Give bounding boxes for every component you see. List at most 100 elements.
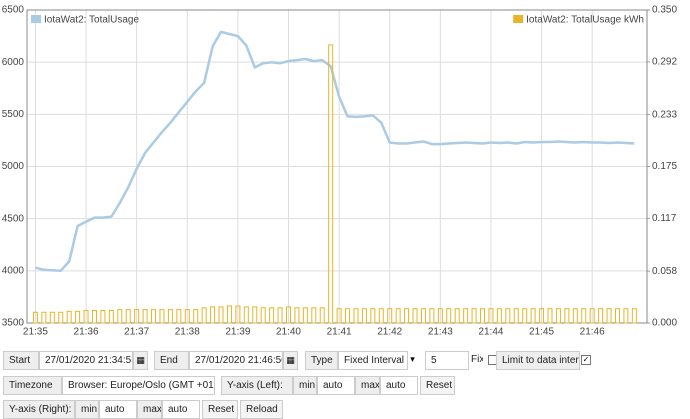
bar (184, 309, 190, 324)
bar (91, 309, 97, 324)
yleft-min-input[interactable]: auto (317, 376, 355, 395)
bar (395, 308, 401, 324)
bar (429, 308, 435, 324)
bar (83, 309, 89, 324)
bar (226, 305, 232, 324)
type-select[interactable]: Fixed Interval (338, 351, 408, 370)
y-tick-label: 5000 (2, 161, 25, 172)
bar (581, 308, 587, 324)
start-input[interactable]: 27/01/2020 21:34:55 (39, 351, 133, 370)
bar (412, 308, 418, 324)
bar (614, 308, 620, 324)
bar (530, 308, 536, 324)
bar (345, 308, 351, 324)
line (35, 30, 635, 273)
bar (555, 308, 561, 324)
bar (522, 308, 528, 324)
legend-swatch (31, 15, 41, 23)
x-tick-label: 21:39 (225, 327, 250, 338)
bar (471, 308, 477, 324)
bar (294, 307, 300, 324)
bar (420, 308, 426, 324)
bar (361, 308, 367, 324)
reload-button[interactable]: Reload (240, 400, 283, 419)
bar (134, 309, 140, 324)
bar (378, 308, 384, 324)
timezone-select[interactable]: Browser: Europe/Oslo (GMT +01:00) (62, 376, 215, 395)
bar (201, 307, 207, 324)
limit-checkbox[interactable]: ✓ (581, 355, 591, 365)
yleft-label: Y-axis (Left): (221, 376, 293, 395)
y2-tick-label: 0.117 (652, 213, 677, 224)
end-input[interactable]: 27/01/2020 21:46:50 (189, 351, 283, 370)
bar (496, 308, 502, 324)
bar (547, 308, 553, 324)
bar (75, 310, 81, 324)
yleft-max-input[interactable]: auto (380, 376, 418, 395)
bar (328, 44, 334, 324)
yleft-max-label: max (355, 376, 380, 395)
bar (218, 306, 224, 324)
yright-reset-button[interactable]: Reset (202, 400, 238, 419)
bar (260, 307, 266, 324)
bar (193, 309, 199, 324)
start-calendar[interactable]: ▦ (133, 351, 148, 370)
interval-input[interactable]: 5 (425, 351, 469, 370)
bar (269, 307, 275, 324)
bar (513, 308, 519, 324)
yleft-reset-button[interactable]: Reset (420, 376, 455, 395)
x-tick-label: 21:45 (529, 327, 554, 338)
yright-min-input[interactable]: auto (99, 400, 137, 419)
bar (117, 309, 123, 324)
bar (539, 308, 545, 324)
bar (159, 309, 165, 324)
bar (404, 308, 410, 324)
x-tick-label: 21:35 (23, 327, 48, 338)
legend-swatch (513, 15, 524, 23)
y-tick-label: 6000 (2, 57, 25, 68)
y2-tick-label: 0.175 (652, 161, 677, 172)
bar (463, 308, 469, 324)
bar (66, 310, 72, 324)
x-tick-label: 21:37 (124, 327, 149, 338)
bar (480, 308, 486, 324)
type-label: Type (305, 351, 338, 370)
x-tick-label: 21:43 (428, 327, 453, 338)
x-tick-label: 21:44 (478, 327, 503, 338)
bar (302, 307, 308, 324)
x-tick-label: 21:38 (175, 327, 200, 338)
yright-min-label: min (75, 400, 99, 419)
y2-tick-label: 0.058 (652, 266, 677, 277)
end-label: End (154, 351, 189, 370)
y-tick-label: 4500 (2, 213, 25, 224)
bar (176, 309, 182, 324)
bar (252, 306, 258, 324)
bar (631, 308, 637, 324)
bar (336, 308, 342, 324)
bar (125, 309, 131, 324)
start-label: Start (3, 351, 39, 370)
bar (606, 308, 612, 324)
y-tick-label: 4000 (2, 265, 25, 276)
bar (108, 309, 114, 324)
bar (210, 306, 216, 324)
bar (505, 308, 511, 324)
yright-max-label: max (137, 400, 162, 419)
x-tick-label: 21:41 (327, 327, 352, 338)
bar (572, 308, 578, 324)
x-tick-label: 21:42 (377, 327, 402, 338)
yright-max-input[interactable]: auto (162, 400, 200, 419)
bar (589, 308, 595, 324)
legend-label: IotaWat2: TotalUsage kWh (526, 15, 644, 26)
y2-tick-label: 0.292 (652, 57, 677, 68)
x-tick-label: 21:46 (580, 327, 605, 338)
legend-label: IotaWat2: TotalUsage (44, 15, 139, 26)
bar (243, 306, 249, 324)
bar (41, 311, 47, 324)
y2-tick-label: 0.350 (652, 5, 677, 16)
timezone-label: Timezone (3, 376, 62, 395)
end-calendar[interactable]: ▦ (283, 351, 298, 370)
bar (285, 306, 291, 324)
x-tick-label: 21:36 (74, 327, 99, 338)
chart: 3500 4000 4500 5000 5500 6000 6500 0.000 0.058 0.… (2, 5, 678, 338)
